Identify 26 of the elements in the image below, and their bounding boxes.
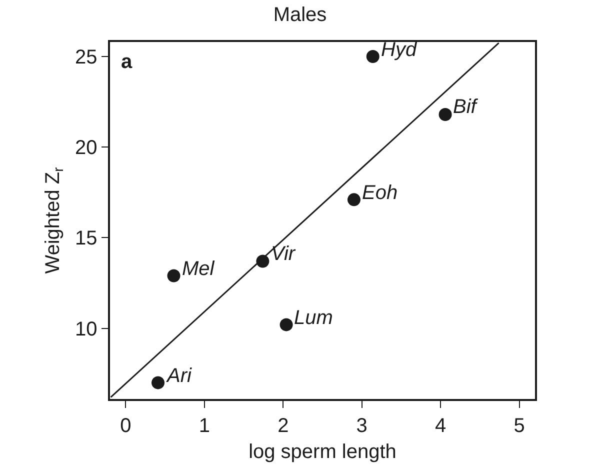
y-tick-label: 15 [75, 228, 98, 250]
y-tick-label: 20 [75, 137, 98, 160]
annotation: Hyd [381, 39, 418, 61]
annotation: a [121, 51, 133, 73]
y-tick-label: 25 [75, 46, 98, 68]
annotation: Bif [453, 96, 479, 118]
point [167, 269, 180, 282]
x-tick-label: 0 [120, 414, 132, 437]
y-tick-label: 10 [75, 318, 98, 340]
chart-title: Males [273, 4, 327, 26]
x-tick-label: 2 [278, 414, 289, 437]
x-tick-label: 4 [434, 414, 446, 437]
x-tick-label: 1 [198, 414, 210, 437]
point [280, 318, 293, 332]
x-axis-title: log sperm length [248, 440, 396, 463]
annotation: Vir [271, 243, 296, 265]
annotation: Eoh [362, 182, 398, 204]
point [366, 50, 380, 63]
annotation: Mel [182, 258, 215, 280]
point [347, 193, 360, 206]
annotation: Ari [166, 365, 192, 387]
point [152, 376, 165, 390]
point [438, 108, 452, 121]
x-tick-label: 5 [514, 414, 525, 437]
x-tick-label: 3 [356, 414, 368, 437]
annotation: Lum [294, 307, 333, 329]
